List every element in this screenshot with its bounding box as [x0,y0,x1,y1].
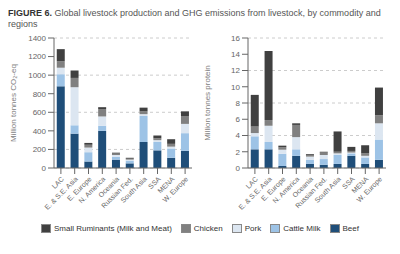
svg-text:LAC: LAC [244,175,260,190]
svg-text:LAC: LAC [50,175,66,190]
svg-text:12: 12 [231,66,240,75]
svg-text:SSA: SSA [340,175,356,191]
svg-text:16: 16 [231,34,240,43]
svg-text:Russian Fed.: Russian Fed. [294,175,329,210]
svg-text:MENA: MENA [350,175,370,195]
html-text:Pork: Pork [244,224,262,233]
svg-text:600: 600 [33,108,47,117]
svg-text:1200: 1200 [28,52,46,61]
svg-text:W. Europe: W. Europe [161,175,190,204]
svg-text:400: 400 [33,127,47,136]
html-text:Beef: Beef [342,224,359,233]
svg-text:6: 6 [236,115,241,124]
svg-text:2: 2 [236,148,241,157]
html-text:FIGURE 6. Global livestock pro: FIGURE 6. Global livestock production an… [8,8,384,29]
svg-text:E. & S.E. Asia: E. & S.E. Asia [43,175,79,211]
svg-text:W. Europe: W. Europe [355,175,384,204]
svg-text:SSA: SSA [146,175,162,191]
svg-text:South Asia: South Asia [313,175,342,204]
svg-text:Million tonnes CO₂-eq: Million tonnes CO₂-eq [9,64,18,142]
svg-text:E. Europe: E. Europe [65,175,93,203]
svg-text:South Asia: South Asia [119,175,148,204]
svg-text:1400: 1400 [28,34,46,43]
svg-text:200: 200 [33,145,47,154]
svg-text:10: 10 [231,83,240,92]
svg-text:0: 0 [236,164,241,173]
svg-text:MENA: MENA [156,175,176,195]
svg-text:8: 8 [236,99,241,108]
html-text:Chicken: Chicken [193,224,223,233]
html-text:Cattle Milk: Cattle Milk [283,224,321,233]
svg-text:E. & S.E. Asia: E. & S.E. Asia [237,175,273,211]
svg-text:Oceania: Oceania [96,175,121,199]
svg-text:Russian Fed.: Russian Fed. [100,175,135,210]
html-text:Small Ruminants (Milk and Meat: Small Ruminants (Milk and Meat) [54,224,172,233]
svg-text:1000: 1000 [28,71,46,80]
svg-text:4: 4 [236,131,241,140]
svg-text:Oceania: Oceania [290,175,315,199]
svg-text:0: 0 [42,164,47,173]
svg-text:N. America: N. America [271,175,301,205]
svg-text:Million tonnes protein: Million tonnes protein [203,65,212,141]
svg-text:E. Europe: E. Europe [259,175,287,203]
svg-text:14: 14 [231,50,240,59]
svg-text:800: 800 [33,90,47,99]
svg-text:N. America: N. America [77,175,107,205]
